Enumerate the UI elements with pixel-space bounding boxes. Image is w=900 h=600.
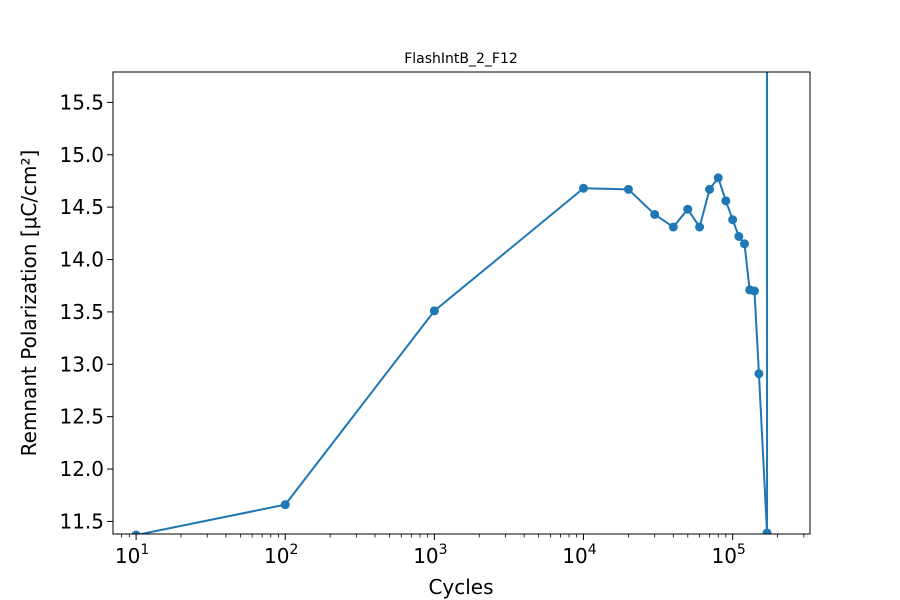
data-point bbox=[650, 209, 660, 219]
data-point bbox=[579, 183, 589, 193]
x-axis-label: Cycles bbox=[428, 575, 493, 599]
x-tick-label: 102 bbox=[264, 542, 298, 568]
data-point bbox=[705, 184, 715, 194]
data-point bbox=[429, 306, 439, 316]
data-point bbox=[754, 369, 764, 379]
data-point bbox=[713, 173, 723, 183]
y-tick-label: 13.0 bbox=[59, 352, 104, 376]
y-tick-label: 13.5 bbox=[59, 300, 104, 324]
y-axis-label: Remnant Polarization [μC/cm²] bbox=[17, 150, 41, 457]
data-point bbox=[683, 204, 693, 214]
y-axis: 11.5 12.0 12.5 13.0 13.5 14.0 14.5 15.0 15.5 bbox=[59, 90, 113, 533]
data-point bbox=[623, 184, 633, 194]
y-tick-label: 11.5 bbox=[59, 509, 104, 533]
data-point bbox=[739, 239, 749, 249]
series-layer bbox=[131, 72, 772, 534]
y-tick-label: 15.0 bbox=[59, 143, 104, 167]
data-point bbox=[280, 500, 290, 510]
chart-title: FlashIntB_2_F12 bbox=[404, 51, 518, 67]
data-point bbox=[749, 286, 759, 296]
x-tick-label: 105 bbox=[711, 542, 745, 568]
plot-frame bbox=[112, 71, 811, 535]
y-tick-label: 12.0 bbox=[59, 457, 104, 481]
y-tick-label: 14.0 bbox=[59, 248, 104, 272]
data-point bbox=[721, 196, 731, 206]
data-point bbox=[734, 231, 744, 241]
x-tick-label: 104 bbox=[562, 542, 596, 568]
y-tick-label: 15.5 bbox=[59, 90, 104, 114]
data-point bbox=[728, 215, 738, 225]
data-point bbox=[695, 222, 705, 232]
y-tick-label: 12.5 bbox=[59, 405, 104, 429]
data-point bbox=[762, 528, 772, 534]
data-point bbox=[668, 222, 678, 232]
x-tick-label: 101 bbox=[115, 542, 149, 568]
data-point bbox=[131, 530, 141, 534]
x-axis: 101 102 103 104 105 bbox=[115, 534, 805, 568]
plot-area bbox=[112, 71, 811, 535]
y-tick-label: 14.5 bbox=[59, 195, 104, 219]
x-tick-label: 103 bbox=[413, 542, 447, 568]
